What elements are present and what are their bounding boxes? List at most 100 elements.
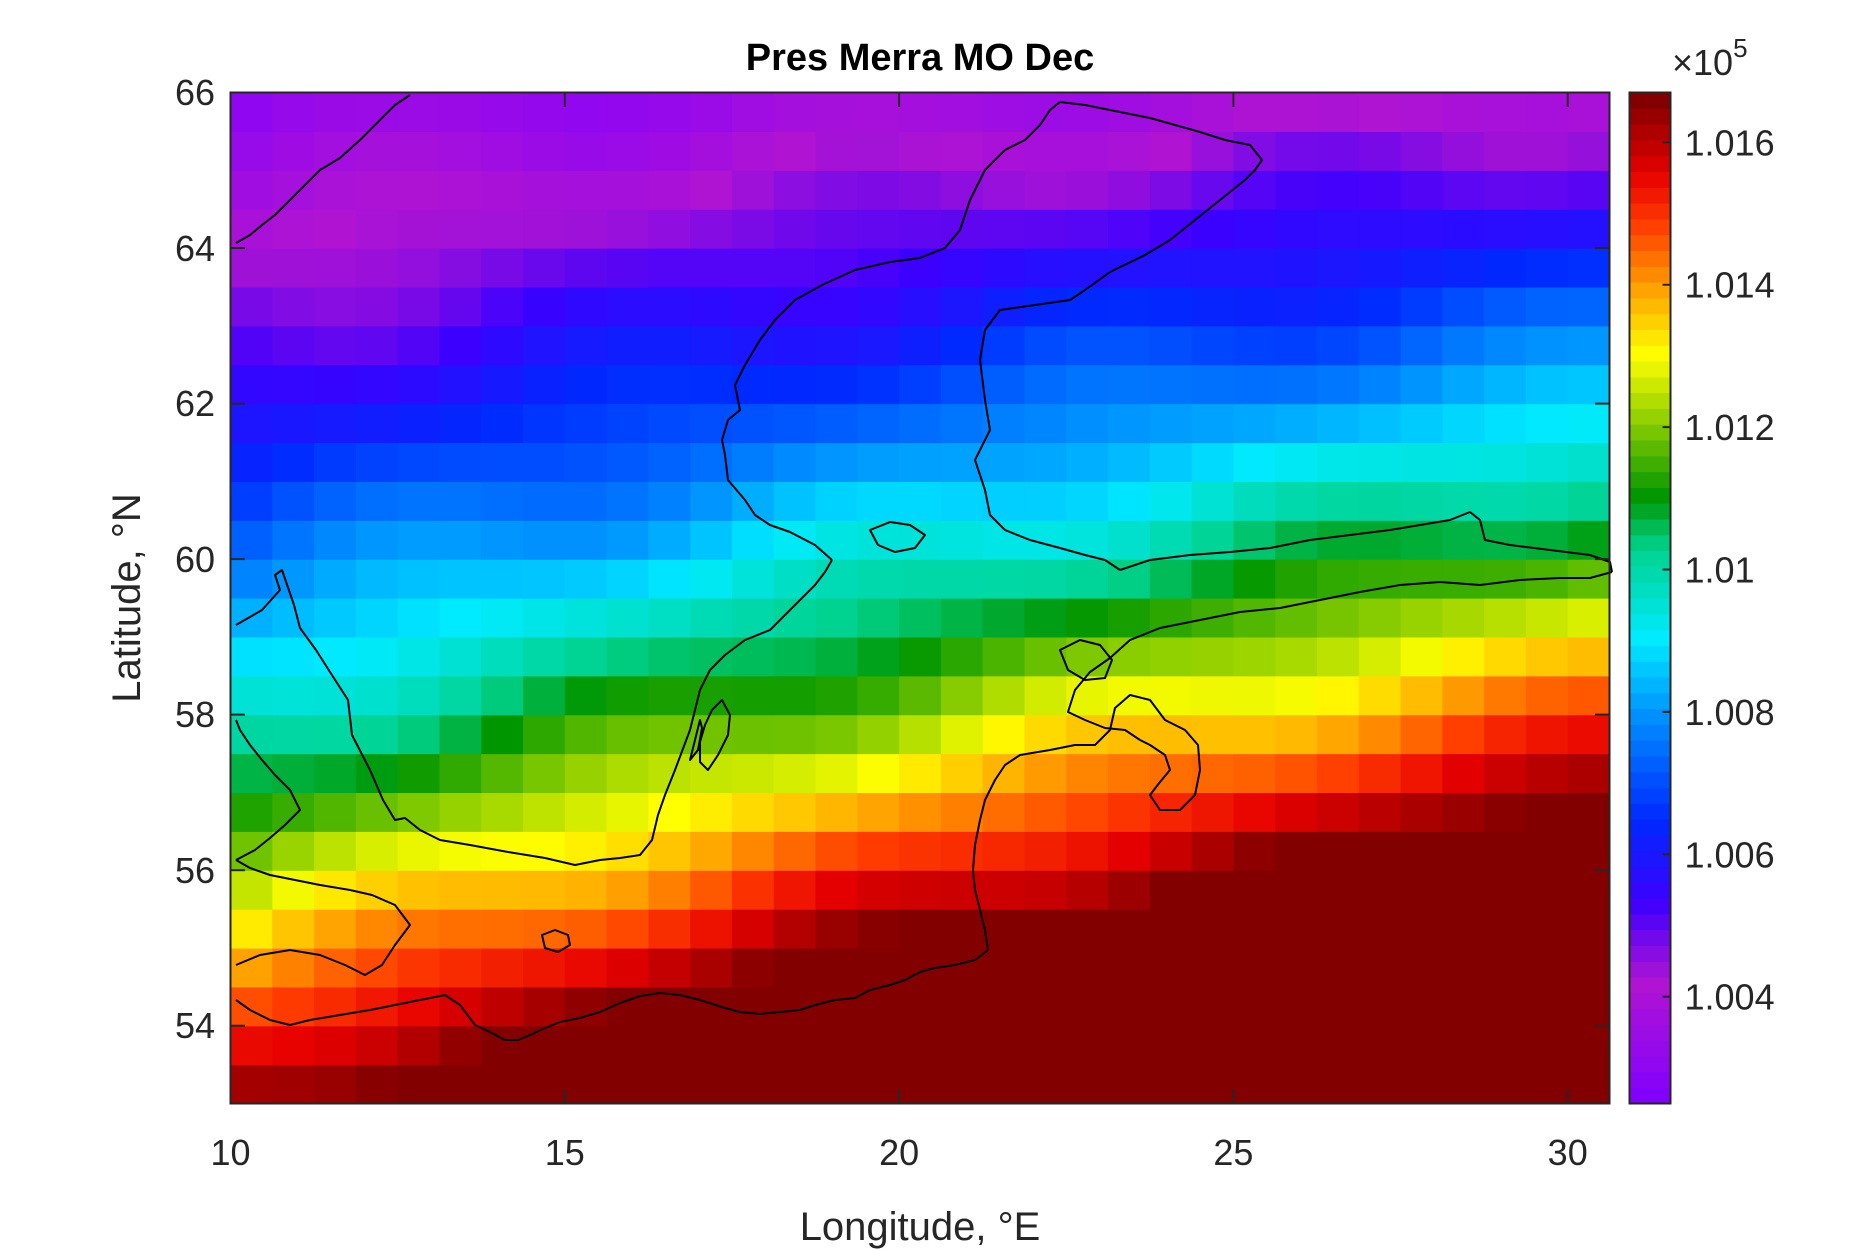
colorbar-tick-label: 1.014 [1685, 265, 1775, 306]
heatmap-cell [1567, 92, 1611, 132]
colorbar-step [1629, 645, 1671, 662]
heatmap-cell [1316, 442, 1360, 482]
heatmap-cell [1358, 714, 1402, 755]
heatmap-cell [314, 909, 357, 949]
heatmap-cell [1484, 92, 1527, 132]
heatmap-cell [397, 714, 441, 755]
heatmap-cell [731, 170, 775, 210]
y-tick-label: 66 [175, 72, 215, 113]
heatmap-cell [1525, 1025, 1569, 1066]
heatmap-cell [940, 92, 984, 132]
colorbar-step [1629, 1008, 1671, 1026]
colorbar-step [1629, 408, 1671, 425]
heatmap-cell [815, 598, 858, 638]
heatmap-cell [1400, 909, 1443, 949]
heatmap-cell [1108, 870, 1151, 910]
heatmap-cell [230, 1064, 273, 1105]
heatmap-cell [690, 986, 733, 1027]
heatmap-cell [355, 442, 399, 482]
colorbar-step [1629, 771, 1671, 789]
heatmap-cell [690, 947, 733, 988]
heatmap-cell [815, 364, 858, 405]
heatmap-cell [773, 286, 817, 327]
heatmap-cell [314, 520, 357, 560]
heatmap-cell [523, 520, 566, 560]
heatmap-cell [1400, 209, 1443, 249]
heatmap-cell [1442, 753, 1485, 794]
heatmap-cell [272, 209, 315, 249]
heatmap-cell [397, 909, 441, 949]
heatmap-cell [1275, 909, 1318, 949]
heatmap-cell [439, 364, 482, 405]
heatmap-cell [314, 831, 357, 871]
heatmap-cell [1525, 753, 1569, 794]
heatmap-cell [1149, 909, 1193, 949]
heatmap-cell [1233, 792, 1276, 832]
heatmap-cell [397, 1025, 441, 1066]
heatmap-cell [1442, 947, 1485, 988]
heatmap-cell [899, 870, 942, 910]
heatmap-cell [1567, 636, 1611, 677]
heatmap-cell [690, 870, 733, 910]
heatmap-cell [230, 286, 273, 327]
heatmap-cell [564, 714, 608, 755]
heatmap-cell [439, 636, 482, 677]
heatmap-cell [1525, 92, 1569, 132]
heatmap-cell [1400, 403, 1443, 444]
heatmap-cell [1066, 131, 1109, 171]
heatmap-cell [606, 248, 649, 288]
heatmap-cell [606, 947, 649, 988]
heatmap-cell [355, 481, 399, 521]
colorbar-step [1629, 898, 1671, 915]
heatmap-cell [606, 753, 649, 794]
heatmap-cell [439, 1025, 482, 1066]
heatmap-cell [1275, 1064, 1318, 1105]
colorbar-step [1629, 803, 1671, 820]
heatmap-cell [564, 675, 608, 716]
heatmap-cell [1149, 481, 1193, 521]
heatmap-cell [1275, 870, 1318, 910]
heatmap-cell [606, 325, 649, 366]
heatmap-cell [1024, 753, 1067, 794]
x-axis-label: Longitude, °E [800, 1205, 1041, 1249]
heatmap-cell [731, 1064, 775, 1105]
heatmap-cell [982, 209, 1026, 249]
heatmap-cell [1358, 753, 1402, 794]
heatmap-cell [481, 442, 524, 482]
heatmap-cell [1149, 870, 1193, 910]
heatmap-cell [481, 325, 524, 366]
heatmap-cell [523, 636, 566, 677]
heatmap-cell [397, 131, 441, 171]
heatmap-cell [481, 986, 524, 1027]
heatmap-cell [690, 170, 733, 210]
colorbar-step [1629, 613, 1671, 631]
heatmap-cell [940, 909, 984, 949]
heatmap-cell [1567, 947, 1611, 988]
heatmap-cell [397, 675, 441, 716]
heatmap-cell [272, 636, 315, 677]
heatmap-cell [397, 325, 441, 366]
heatmap-cell [773, 636, 817, 677]
colorbar-tick-label: 1.01 [1685, 550, 1755, 591]
heatmap-cell [1275, 792, 1318, 832]
heatmap-cell [1149, 947, 1193, 988]
heatmap-cell [272, 481, 315, 521]
heatmap-cell [397, 364, 441, 405]
heatmap-cell [1525, 909, 1569, 949]
colorbar-step [1629, 755, 1671, 773]
colorbar-step [1629, 787, 1671, 804]
heatmap-cell [773, 753, 817, 794]
y-tick-label: 64 [175, 228, 215, 269]
colorbar-step [1629, 1056, 1671, 1073]
heatmap-cell [564, 248, 608, 288]
heatmap-cell [1400, 92, 1443, 132]
heatmap-cell [773, 675, 817, 716]
x-tick-label: 30 [1548, 1132, 1588, 1173]
heatmap-cell [899, 675, 942, 716]
heatmap-cell [1484, 403, 1527, 444]
heatmap-cell [648, 1025, 691, 1066]
heatmap-cell [481, 481, 524, 521]
heatmap-cell [439, 520, 482, 560]
heatmap-cell [1567, 598, 1611, 638]
heatmap-cell [1233, 520, 1276, 560]
